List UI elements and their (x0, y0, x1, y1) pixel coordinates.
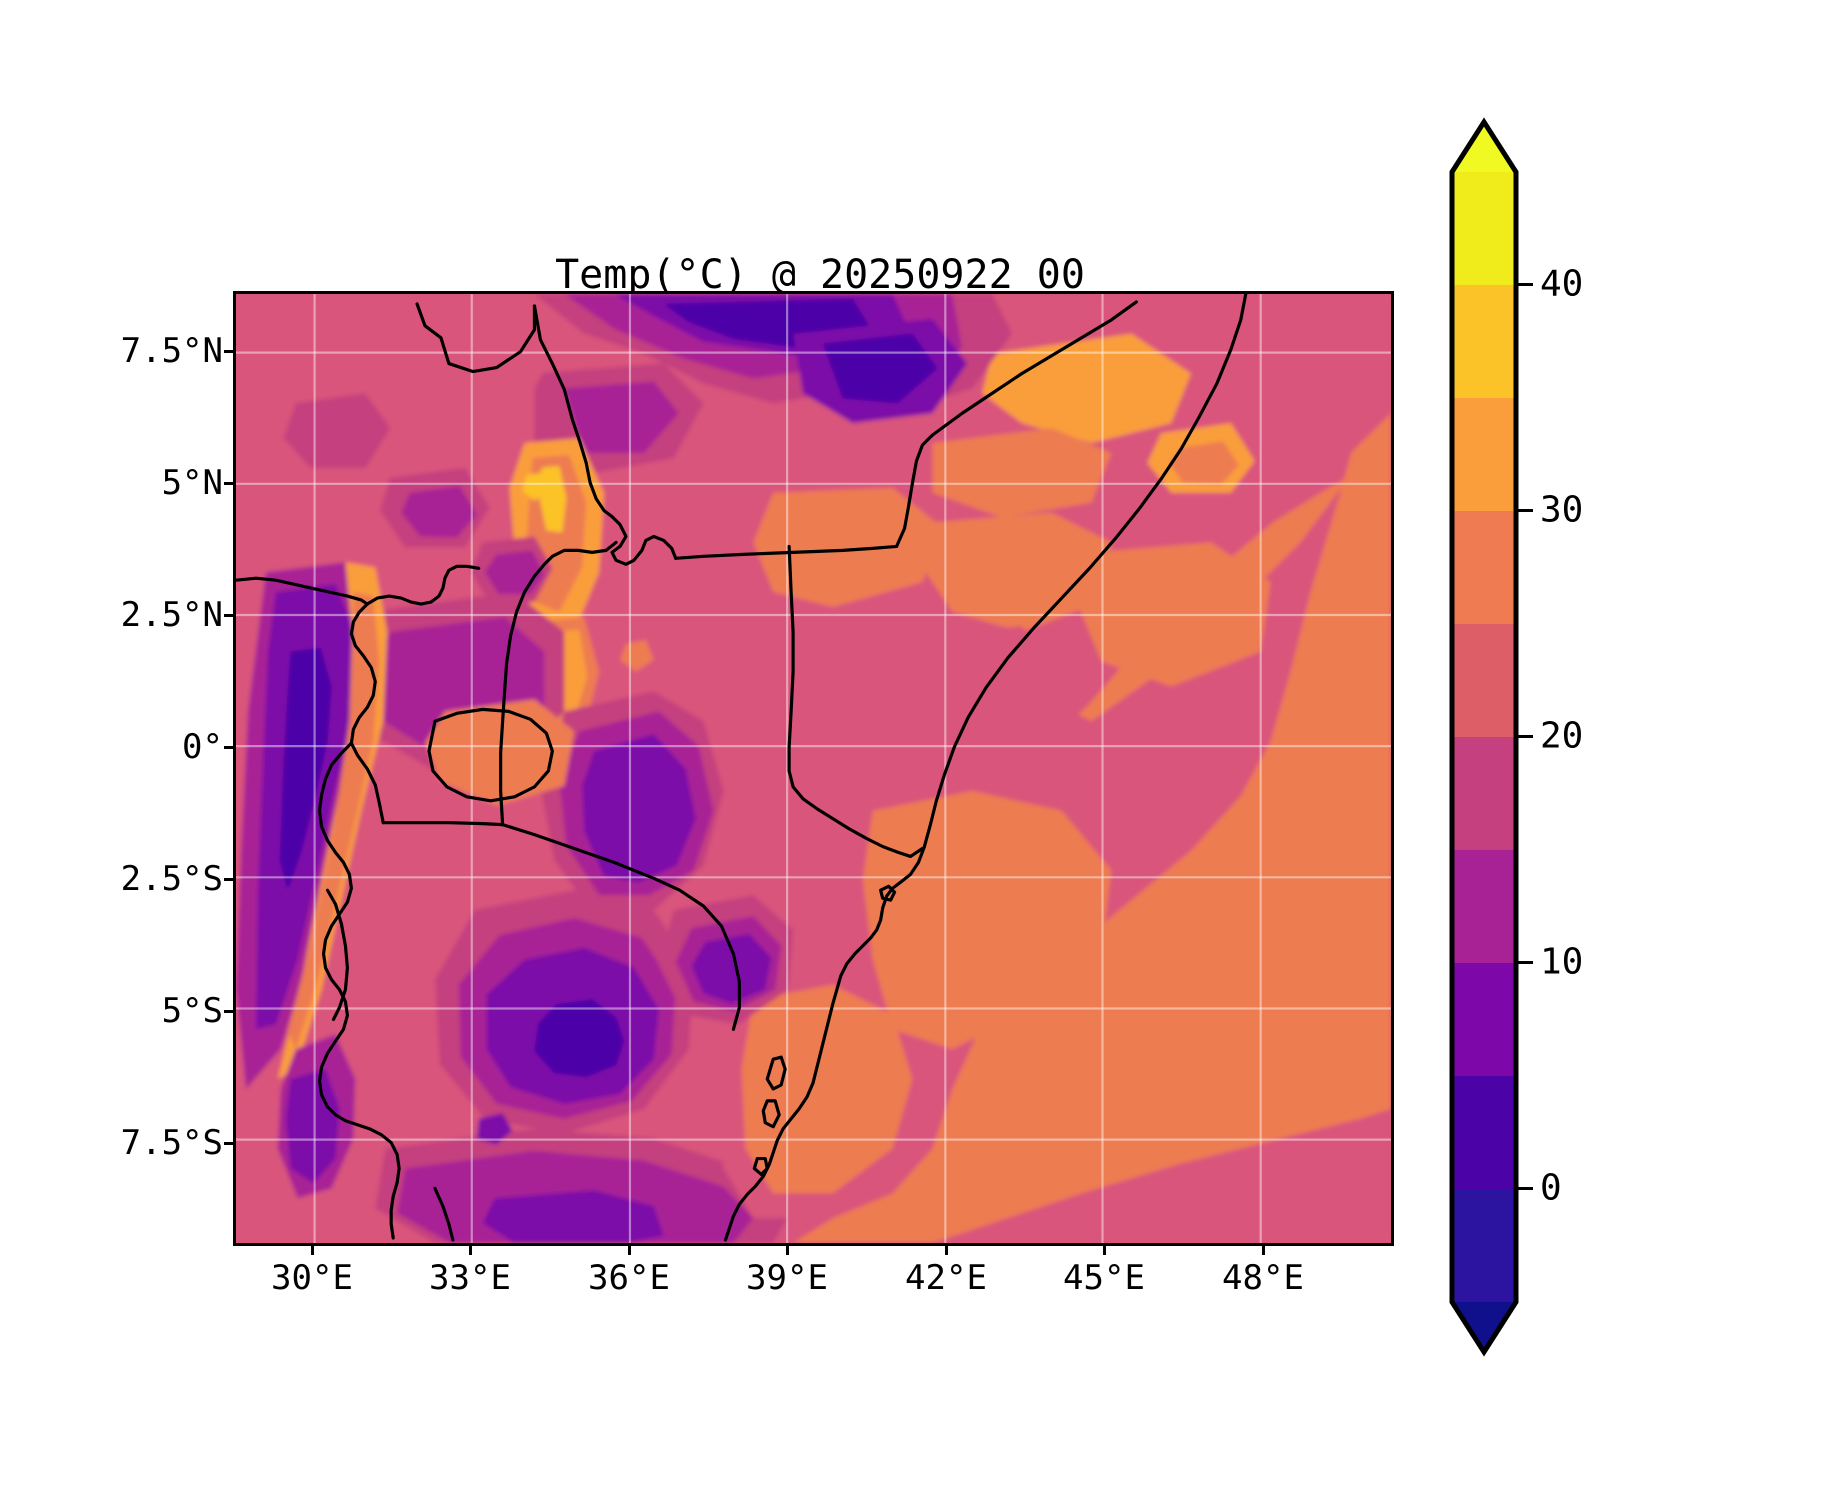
colorbar-tick-mark-20 (1516, 735, 1533, 738)
y-tick-label-2.5S: 2.5°S (120, 859, 223, 899)
x-tick-label-45E: 45°E (1063, 1258, 1145, 1298)
y-tick-mark-2 (224, 482, 233, 485)
contour-fill-layer (236, 294, 1391, 1243)
colorbar: 40 30 20 10 0 (1449, 117, 1583, 1357)
y-tick-label-2.5N: 2.5°N (120, 595, 223, 635)
x-tick-mark-4 (786, 1246, 789, 1255)
y-tick-label-7.5N: 7.5°N (120, 331, 223, 371)
country-borders (236, 294, 1248, 1242)
x-tick-mark-3 (628, 1246, 631, 1255)
colorbar-tick-label-0: 0 (1540, 1167, 1562, 1209)
y-tick-mark-4 (224, 746, 233, 749)
y-tick-label-0: 0° (182, 727, 223, 767)
colorbar-tick-label-30: 30 (1540, 489, 1584, 531)
colorbar-tick-label-10: 10 (1540, 941, 1584, 983)
colorbar-bands (1452, 122, 1516, 1352)
x-tick-mark-5 (945, 1246, 948, 1255)
colorbar-tick-mark-30 (1516, 509, 1533, 512)
colorbar-gradient (1449, 117, 1519, 1357)
x-tick-label-30E: 30°E (271, 1258, 353, 1298)
y-tick-mark-3 (224, 614, 233, 617)
colorbar-tick-label-20: 20 (1540, 715, 1584, 757)
y-tick-mark-1 (224, 350, 233, 353)
colorbar-outline (1449, 117, 1519, 1357)
x-tick-mark-7 (1262, 1246, 1265, 1255)
title-line-1: Temp(°C) @ 20250922_00 (555, 252, 1085, 298)
x-tick-label-42E: 42°E (905, 1258, 987, 1298)
x-tick-mark-6 (1103, 1246, 1106, 1255)
x-tick-mark-1 (311, 1246, 314, 1255)
map-gridlines (236, 294, 1391, 1243)
colorbar-tick-label-40: 40 (1540, 263, 1584, 305)
colorbar-tick-mark-10 (1516, 961, 1533, 964)
x-tick-mark-2 (469, 1246, 472, 1255)
y-tick-label-5N: 5°N (161, 463, 223, 503)
y-tick-mark-5 (224, 878, 233, 881)
x-tick-label-39E: 39°E (746, 1258, 828, 1298)
map-plot-area (233, 291, 1394, 1246)
y-tick-label-7.5S: 7.5°S (120, 1123, 223, 1163)
x-tick-label-48E: 48°E (1222, 1258, 1304, 1298)
temperature-contour-map (236, 294, 1391, 1243)
colorbar-tick-mark-40 (1516, 283, 1533, 286)
y-tick-mark-6 (224, 1010, 233, 1013)
y-tick-label-5S: 5°S (161, 991, 223, 1031)
x-tick-label-33E: 33°E (429, 1258, 511, 1298)
x-tick-label-36E: 36°E (588, 1258, 670, 1298)
colorbar-tick-mark-0 (1516, 1187, 1533, 1190)
y-tick-mark-7 (224, 1142, 233, 1145)
